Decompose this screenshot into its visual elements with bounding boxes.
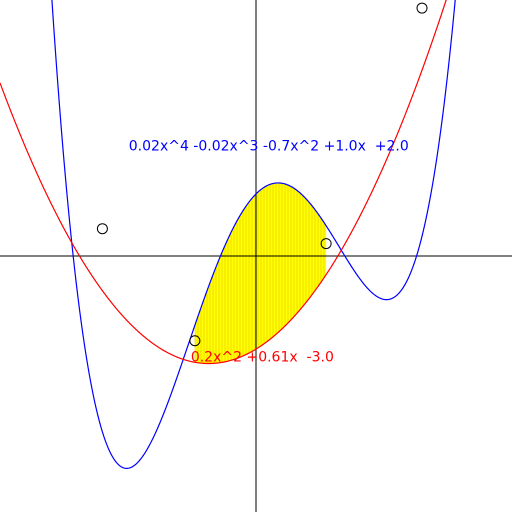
curve-2-equation-label: 0.2x^2 +0.61x -3.0 [191,350,334,366]
shaded-region [194,182,327,364]
intersection-markers-layer [96,2,428,347]
shaded-region-layer [194,182,327,364]
intersection-point-1 [96,223,108,235]
shaded-region-hatch [194,182,325,364]
equation-labels-layer: 0.02x^4 -0.02x^3 -0.7x^2 +1.0x +2.0 0.2x… [129,138,409,365]
intersection-point-2 [189,335,201,347]
intersection-point-3 [320,238,332,250]
curves-layer [0,0,456,469]
curve-2-line [0,0,447,365]
curve-1-line [51,0,456,469]
intersection-point-4 [416,2,428,14]
curve-1-equation-label: 0.02x^4 -0.02x^3 -0.7x^2 +1.0x +2.0 [129,138,409,154]
